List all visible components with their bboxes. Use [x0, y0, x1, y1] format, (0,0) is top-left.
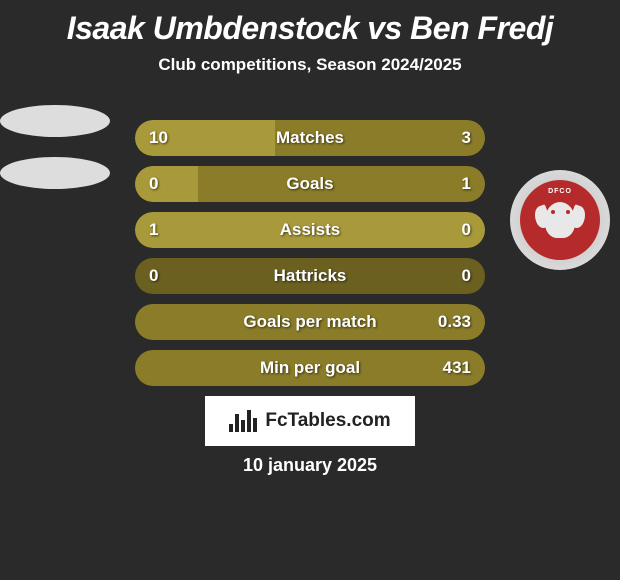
- stat-row: Matches10 3: [135, 120, 485, 156]
- comparison-title: Isaak Umbdenstock vs Ben Fredj: [0, 0, 620, 47]
- stat-row: Goals0 1: [135, 166, 485, 202]
- stat-label: Goals: [135, 166, 485, 202]
- stat-label: Min per goal: [135, 350, 485, 386]
- stats-container: Matches103Goals01Assists10Hattricks00Goa…: [135, 120, 485, 396]
- stat-row: Hattricks0 0: [135, 258, 485, 294]
- stat-value-right: 0: [462, 258, 471, 294]
- player-left-silhouette-1: [0, 105, 110, 137]
- owl-icon: [540, 200, 580, 240]
- stat-label: Assists: [135, 212, 485, 248]
- stat-row: Goals per match0.33: [135, 304, 485, 340]
- footer-date: 10 january 2025: [0, 455, 620, 476]
- stat-value-left: 1: [149, 212, 158, 248]
- stat-row: Assists1 0: [135, 212, 485, 248]
- stat-label: Matches: [135, 120, 485, 156]
- footer-brand: FcTables.com: [205, 396, 415, 446]
- stat-label: Hattricks: [135, 258, 485, 294]
- footer-brand-text: FcTables.com: [265, 410, 390, 432]
- stat-value-right: 0.33: [438, 304, 471, 340]
- stat-value-right: 3: [462, 120, 471, 156]
- club-badge-text: DFCO: [548, 188, 572, 195]
- player-right-club-badge: DFCO: [510, 170, 620, 270]
- club-badge: DFCO: [510, 170, 610, 270]
- stat-row: Min per goal431: [135, 350, 485, 386]
- stat-value-right: 1: [462, 166, 471, 202]
- stat-value-right: 0: [462, 212, 471, 248]
- club-badge-inner: DFCO: [520, 180, 600, 260]
- comparison-subtitle: Club competitions, Season 2024/2025: [0, 55, 620, 75]
- player-left-avatar-group: [0, 105, 110, 209]
- fctables-bars-icon: [229, 410, 259, 432]
- player-left-silhouette-2: [0, 157, 110, 189]
- stat-label: Goals per match: [135, 304, 485, 340]
- stat-value-left: 0: [149, 166, 158, 202]
- stat-value-left: 0: [149, 258, 158, 294]
- stat-value-right: 431: [443, 350, 471, 386]
- stat-value-left: 10: [149, 120, 168, 156]
